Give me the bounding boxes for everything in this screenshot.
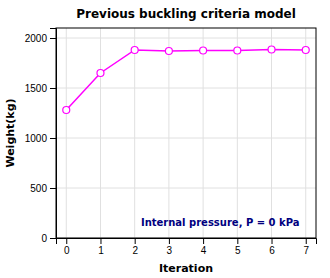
x-tick-label: 7 xyxy=(303,245,309,256)
x-tick: 2 xyxy=(132,238,138,256)
y-grid-line xyxy=(56,38,316,39)
y-tick: 500 xyxy=(30,183,56,194)
x-tick-label: 4 xyxy=(201,245,207,256)
x-grid-line xyxy=(66,28,67,238)
y-axis-title: Weight(kg) xyxy=(4,98,17,167)
x-tick: 5 xyxy=(235,238,241,256)
x-grid-line xyxy=(100,28,101,238)
x-axis-title: Iteration xyxy=(159,262,213,275)
x-tick-mark xyxy=(203,238,204,244)
x-tick-label: 3 xyxy=(167,245,173,256)
x-tick: 0 xyxy=(64,238,70,256)
y-tick-label: 1000 xyxy=(25,133,48,144)
chart: 0 1 2 3 4 5 6 7 0 500 1000 1500 2000 Internal pressur… xyxy=(0,0,330,278)
y-tick-label: 0 xyxy=(41,233,47,244)
y-tick: 1000 xyxy=(25,133,56,144)
plot: 0 1 2 3 4 5 6 7 0 500 1000 1500 2000 Internal pressur… xyxy=(25,28,317,256)
point xyxy=(200,47,207,54)
y-tick-mark xyxy=(50,88,56,89)
x-tick-label: 1 xyxy=(98,245,104,256)
x-grid-line xyxy=(203,28,204,238)
x-tick: 7 xyxy=(303,238,309,256)
data-marks xyxy=(63,46,309,114)
point xyxy=(97,70,104,77)
annotation: Internal pressure, P = 0 kPa xyxy=(141,217,300,228)
y-tick-label: 500 xyxy=(30,183,47,194)
y-tick-mark xyxy=(50,138,56,139)
y-tick: 0 xyxy=(41,233,56,244)
y-grid-line xyxy=(56,188,316,189)
plot-frame xyxy=(56,28,316,238)
x-tick-mark xyxy=(237,238,238,244)
x-tick-label: 6 xyxy=(269,245,275,256)
y-tick: 2000 xyxy=(25,33,56,44)
x-grid-line xyxy=(168,28,169,238)
x-tick-mark xyxy=(306,238,307,244)
point xyxy=(234,47,241,54)
point xyxy=(302,47,309,54)
y-tick-label: 2000 xyxy=(25,33,48,44)
y-axis-line xyxy=(50,29,57,239)
x-tick-label: 5 xyxy=(235,245,241,256)
x-tick: 4 xyxy=(201,238,207,256)
point xyxy=(268,46,275,53)
y-tick-mark xyxy=(50,238,56,239)
grid xyxy=(56,28,316,238)
y-tick: 1500 xyxy=(25,83,56,94)
x-tick: 6 xyxy=(269,238,275,256)
y-grid-line xyxy=(56,88,316,89)
y-tick-mark xyxy=(50,188,56,189)
x-tick-mark xyxy=(169,238,170,244)
x-tick-mark xyxy=(100,238,101,244)
line xyxy=(66,50,305,111)
x-axis-line xyxy=(57,239,317,245)
x-tick-label: 2 xyxy=(132,245,138,256)
x-axis: 0 1 2 3 4 5 6 7 xyxy=(57,238,317,256)
y-axis: 0 500 1000 1500 2000 xyxy=(25,29,57,244)
point xyxy=(63,107,70,114)
x-tick-mark xyxy=(272,238,273,244)
x-grid-line xyxy=(237,28,238,238)
x-grid-line xyxy=(134,28,135,238)
x-tick-mark xyxy=(66,238,67,244)
y-tick-mark xyxy=(50,38,56,39)
x-tick: 1 xyxy=(98,238,104,256)
x-tick-label: 0 xyxy=(64,245,70,256)
y-tick-label: 1500 xyxy=(25,83,48,94)
y-grid-line xyxy=(56,138,316,139)
point xyxy=(131,47,138,54)
x-grid-line xyxy=(305,28,306,238)
x-tick-mark xyxy=(135,238,136,244)
title: Previous buckling criteria model xyxy=(76,7,296,21)
point xyxy=(165,48,172,55)
x-tick: 3 xyxy=(167,238,173,256)
x-grid-line xyxy=(271,28,272,238)
